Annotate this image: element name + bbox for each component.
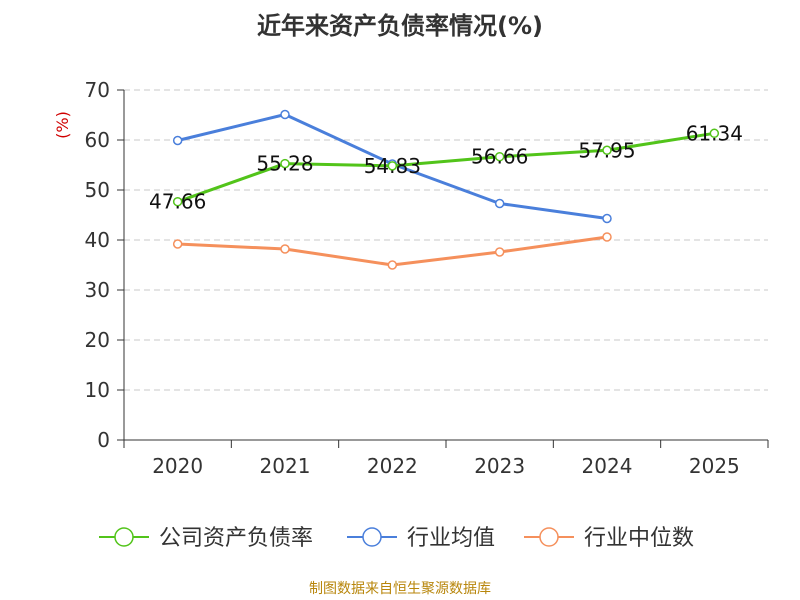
chart-title: 近年来资产负债率情况(%) bbox=[257, 12, 543, 40]
axes: 0 10 20 30 40 50 60 70 (%) 2020 2021 2022 2023 2024 20… bbox=[53, 78, 769, 478]
data-label: 56.66 bbox=[471, 145, 528, 169]
data-point bbox=[602, 213, 612, 224]
y-tick-label: 0 bbox=[97, 428, 110, 452]
series-line bbox=[177, 131, 715, 204]
data-point bbox=[494, 198, 505, 209]
y-tick-label: 40 bbox=[85, 228, 110, 252]
data-label: 47.66 bbox=[149, 190, 206, 214]
data-label: 55.28 bbox=[256, 152, 313, 176]
data-point bbox=[387, 161, 398, 171]
data-point bbox=[494, 151, 505, 162]
x-tick-label: 2022 bbox=[367, 454, 418, 478]
x-tick-label: 2024 bbox=[582, 454, 633, 478]
data-point bbox=[280, 109, 290, 120]
legend-marker bbox=[114, 527, 134, 547]
data-labels: 47.66 55.28 54.83 56.66 57.95 61.34 bbox=[149, 121, 743, 213]
legend-marker bbox=[362, 527, 382, 547]
data-label: 61.34 bbox=[686, 121, 743, 145]
x-tick-label: 2021 bbox=[260, 454, 311, 478]
data-point bbox=[172, 135, 183, 146]
grid-lines bbox=[124, 89, 768, 391]
legend-label: 公司资产负债率 bbox=[159, 526, 313, 551]
x-tick-label: 2023 bbox=[474, 454, 525, 478]
data-point bbox=[709, 128, 720, 139]
legend-label: 行业中位数 bbox=[584, 526, 694, 551]
data-label: 54.83 bbox=[364, 154, 421, 178]
data-point bbox=[280, 158, 290, 169]
y-axis-label: (%) bbox=[53, 111, 72, 139]
data-label: 57.95 bbox=[578, 138, 635, 162]
y-tick-label: 30 bbox=[85, 278, 110, 302]
y-tick-label: 70 bbox=[85, 78, 110, 102]
data-point bbox=[602, 232, 612, 242]
y-tick-label: 60 bbox=[85, 128, 110, 152]
data-point bbox=[494, 247, 505, 257]
data-point bbox=[172, 196, 183, 207]
data-point bbox=[172, 239, 183, 249]
legend-marker bbox=[539, 527, 559, 547]
y-tick-label: 20 bbox=[85, 328, 110, 352]
source-note: 制图数据来自恒生聚源数据库 bbox=[309, 581, 491, 597]
series-lines bbox=[172, 109, 720, 270]
data-point bbox=[602, 145, 612, 155]
legend-label: 行业均值 bbox=[407, 526, 495, 551]
x-tick-label: 2020 bbox=[152, 454, 203, 478]
data-point bbox=[387, 260, 398, 270]
x-tick-label: 2025 bbox=[689, 454, 740, 478]
y-tick-label: 10 bbox=[85, 378, 110, 402]
y-tick-label: 50 bbox=[85, 178, 110, 202]
legend: 公司资产负债率 行业均值 行业中位数 bbox=[99, 526, 694, 551]
data-point bbox=[280, 244, 290, 254]
